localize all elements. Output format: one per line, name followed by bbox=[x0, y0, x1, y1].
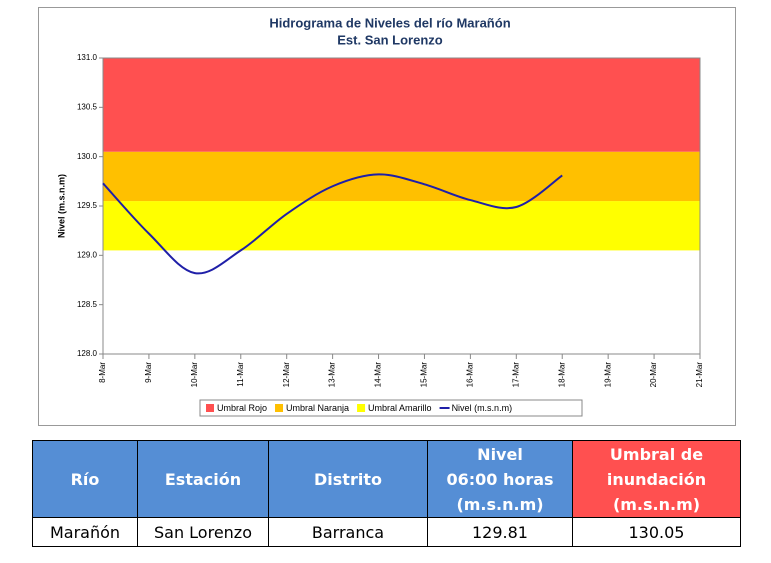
header-cell: Umbral de inundación (m.s.n.m) bbox=[572, 440, 741, 518]
y-tick-label: 128.5 bbox=[77, 300, 98, 309]
legend-label: Umbral Amarillo bbox=[368, 403, 432, 413]
table-cell: San Lorenzo bbox=[137, 517, 269, 547]
data-table: Río Estación Distrito Nivel 06:00 horas … bbox=[32, 440, 741, 547]
chart-title: Hidrograma de Niveles del río Marañón bbox=[269, 15, 510, 30]
header-cell: Distrito bbox=[268, 440, 428, 518]
x-tick-label: 9-Mar bbox=[144, 362, 153, 383]
x-tick-label: 21-Mar bbox=[695, 362, 704, 388]
y-axis-label: Nivel (m.s.n.m) bbox=[56, 174, 66, 238]
legend-box bbox=[199, 399, 583, 417]
x-tick-label: 12-Mar bbox=[282, 362, 291, 388]
y-tick-label: 128.0 bbox=[77, 349, 98, 358]
x-tick-label: 16-Mar bbox=[465, 362, 474, 388]
table-cell: Barranca bbox=[268, 517, 428, 547]
x-tick-label: 15-Mar bbox=[420, 362, 429, 388]
legend-label: Umbral Naranja bbox=[286, 403, 349, 413]
chart-subtitle: Est. San Lorenzo bbox=[337, 32, 443, 47]
y-tick-label: 130.5 bbox=[77, 102, 98, 111]
table-header: Río Estación Distrito Nivel 06:00 horas … bbox=[32, 440, 741, 518]
table-cell: 130.05 bbox=[572, 517, 741, 547]
y-tick-label: 129.5 bbox=[77, 201, 98, 210]
legend-swatch bbox=[357, 404, 366, 412]
table-row: Marañón San Lorenzo Barranca 129.81 130.… bbox=[32, 517, 741, 547]
y-tick-label: 129.0 bbox=[77, 250, 98, 259]
threshold-band bbox=[103, 201, 700, 251]
x-tick-label: 14-Mar bbox=[374, 362, 383, 388]
legend-label: Nivel (m.s.n.m) bbox=[452, 403, 513, 413]
x-tick-label: 8-Mar bbox=[98, 362, 107, 383]
legend-swatch bbox=[275, 404, 284, 412]
threshold-band bbox=[103, 58, 700, 152]
x-tick-label: 10-Mar bbox=[190, 362, 199, 388]
y-tick-label: 131.0 bbox=[77, 53, 98, 62]
level-line bbox=[102, 173, 563, 275]
table-cell: 129.81 bbox=[427, 517, 573, 547]
y-tick-label: 130.0 bbox=[77, 152, 98, 161]
chart: Hidrograma de Niveles del río Marañón Es… bbox=[38, 7, 736, 426]
legend-swatch bbox=[206, 404, 214, 412]
x-tick-label: 17-Mar bbox=[511, 362, 520, 388]
x-tick-label: 13-Mar bbox=[328, 362, 337, 388]
threshold-band bbox=[103, 151, 700, 202]
x-tick-label: 11-Mar bbox=[236, 362, 245, 387]
header-cell: Río bbox=[32, 440, 138, 518]
header-cell: Estación bbox=[137, 440, 269, 518]
x-tick-label: 18-Mar bbox=[557, 362, 566, 388]
x-tick-label: 20-Mar bbox=[649, 362, 658, 388]
x-tick-label: 19-Mar bbox=[603, 362, 612, 388]
legend-label: Umbral Rojo bbox=[217, 403, 267, 413]
header-cell: Nivel 06:00 horas (m.s.n.m) bbox=[427, 440, 573, 518]
table-cell: Marañón bbox=[32, 517, 138, 547]
